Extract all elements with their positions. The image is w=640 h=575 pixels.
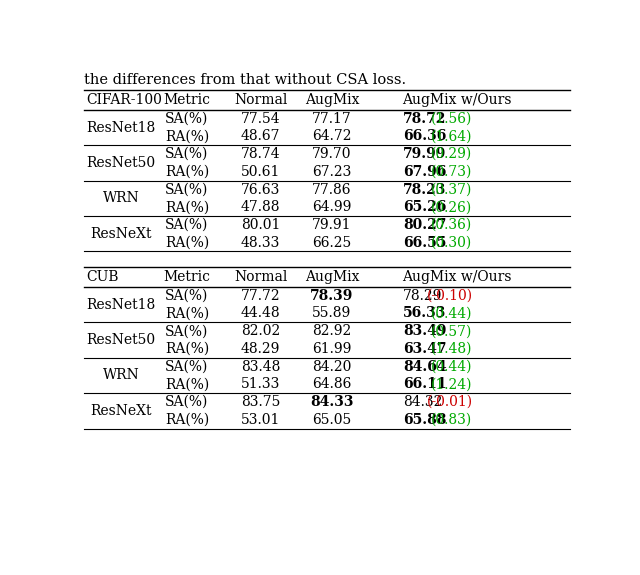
Text: 78.29: 78.29 [403,289,442,303]
Text: ResNet50: ResNet50 [86,156,156,170]
Text: RA(%): RA(%) [165,129,209,143]
Text: (1.48): (1.48) [431,342,472,356]
Text: (0.57): (0.57) [431,324,472,338]
Text: (0.30): (0.30) [431,236,472,250]
Text: SA(%): SA(%) [165,359,209,374]
Text: AugMix w/Ours: AugMix w/Ours [402,93,511,107]
Text: 66.36: 66.36 [403,129,447,143]
Text: 77.54: 77.54 [241,112,280,126]
Text: (0.29): (0.29) [431,147,472,161]
Text: 82.02: 82.02 [241,324,280,338]
Text: 80.27: 80.27 [403,218,447,232]
Text: ResNeXt: ResNeXt [90,404,152,418]
Text: AugMix w/Ours: AugMix w/Ours [402,270,511,284]
Text: (0.36): (0.36) [431,218,472,232]
Text: Metric: Metric [164,270,211,284]
Text: ResNeXt: ResNeXt [90,227,152,241]
Text: 67.96: 67.96 [403,165,447,179]
Text: ResNet18: ResNet18 [86,298,156,312]
Text: 65.26: 65.26 [403,200,447,214]
Text: 61.99: 61.99 [312,342,351,356]
Text: 84.32: 84.32 [403,395,442,409]
Text: 77.17: 77.17 [312,112,352,126]
Text: 82.92: 82.92 [312,324,351,338]
Text: 66.11: 66.11 [403,377,447,392]
Text: 64.72: 64.72 [312,129,351,143]
Text: WRN: WRN [102,191,140,205]
Text: SA(%): SA(%) [165,324,209,338]
Text: 65.05: 65.05 [312,413,351,427]
Text: (0.26): (0.26) [431,200,472,214]
Text: 78.72: 78.72 [403,112,447,126]
Text: (1.56): (1.56) [431,112,472,126]
Text: (0.73): (0.73) [431,165,472,179]
Text: 84.33: 84.33 [310,395,354,409]
Text: 56.33: 56.33 [403,306,447,320]
Text: 55.89: 55.89 [312,306,351,320]
Text: 53.01: 53.01 [241,413,280,427]
Text: 63.47: 63.47 [403,342,447,356]
Text: ResNet18: ResNet18 [86,121,156,135]
Text: 83.48: 83.48 [241,359,280,374]
Text: (1.24): (1.24) [431,377,472,392]
Text: SA(%): SA(%) [165,112,209,126]
Text: (1.64): (1.64) [431,129,472,143]
Text: RA(%): RA(%) [165,306,209,320]
Text: 79.91: 79.91 [312,218,351,232]
Text: 83.49: 83.49 [403,324,447,338]
Text: 80.01: 80.01 [241,218,280,232]
Text: SA(%): SA(%) [165,218,209,232]
Text: Normal: Normal [234,270,287,284]
Text: SA(%): SA(%) [165,182,209,197]
Text: 66.25: 66.25 [312,236,351,250]
Text: AugMix: AugMix [305,93,359,107]
Text: SA(%): SA(%) [165,147,209,161]
Text: 65.88: 65.88 [403,413,447,427]
Text: 51.33: 51.33 [241,377,280,392]
Text: (-0.01): (-0.01) [426,395,472,409]
Text: 78.74: 78.74 [241,147,280,161]
Text: WRN: WRN [102,369,140,382]
Text: Normal: Normal [234,93,287,107]
Text: (0.83): (0.83) [431,413,472,427]
Text: 78.23: 78.23 [403,182,447,197]
Text: CIFAR-100: CIFAR-100 [86,93,162,107]
Text: 79.70: 79.70 [312,147,351,161]
Text: 84.20: 84.20 [312,359,351,374]
Text: RA(%): RA(%) [165,413,209,427]
Text: RA(%): RA(%) [165,342,209,356]
Text: 77.86: 77.86 [312,182,351,197]
Text: 50.61: 50.61 [241,165,280,179]
Text: RA(%): RA(%) [165,165,209,179]
Text: 79.99: 79.99 [403,147,447,161]
Text: ResNet50: ResNet50 [86,333,156,347]
Text: SA(%): SA(%) [165,289,209,303]
Text: (-0.10): (-0.10) [426,289,472,303]
Text: 47.88: 47.88 [241,200,280,214]
Text: RA(%): RA(%) [165,236,209,250]
Text: 67.23: 67.23 [312,165,351,179]
Text: 76.63: 76.63 [241,182,280,197]
Text: RA(%): RA(%) [165,377,209,392]
Text: 64.86: 64.86 [312,377,351,392]
Text: AugMix: AugMix [305,270,359,284]
Text: CUB: CUB [86,270,118,284]
Text: SA(%): SA(%) [165,395,209,409]
Text: Metric: Metric [164,93,211,107]
Text: 83.75: 83.75 [241,395,280,409]
Text: 77.72: 77.72 [241,289,280,303]
Text: 44.48: 44.48 [241,306,280,320]
Text: 78.39: 78.39 [310,289,353,303]
Text: 48.67: 48.67 [241,129,280,143]
Text: 84.64: 84.64 [403,359,447,374]
Text: (0.44): (0.44) [431,306,472,320]
Text: 66.55: 66.55 [403,236,447,250]
Text: 48.29: 48.29 [241,342,280,356]
Text: (0.37): (0.37) [431,182,472,197]
Text: 64.99: 64.99 [312,200,351,214]
Text: the differences from that without CSA loss.: the differences from that without CSA lo… [84,73,406,87]
Text: (0.44): (0.44) [431,359,472,374]
Text: 48.33: 48.33 [241,236,280,250]
Text: RA(%): RA(%) [165,200,209,214]
